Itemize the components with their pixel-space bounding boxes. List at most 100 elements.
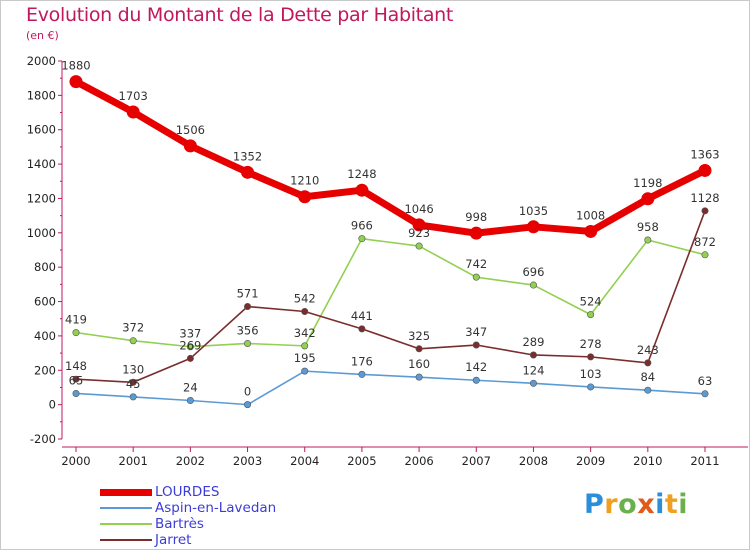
- data-label-jarret: 269: [179, 338, 201, 352]
- data-label-aspin-en-lavedan: 160: [408, 357, 430, 371]
- y-tick-label: 800: [34, 260, 56, 274]
- data-point-jarret: [129, 378, 137, 386]
- data-label-bartr-s: 337: [179, 327, 201, 341]
- data-point-aspin-en-lavedan: [129, 393, 137, 401]
- data-label-lourdes: 1198: [633, 176, 662, 190]
- data-point-bartr-s: [301, 342, 309, 350]
- data-label-lourdes: 1046: [404, 202, 433, 216]
- y-tick-label: 1000: [27, 226, 56, 240]
- data-point-aspin-en-lavedan: [186, 397, 194, 405]
- legend-label: Aspin-en-Lavedan: [155, 500, 277, 516]
- data-label-jarret: 243: [637, 343, 659, 357]
- data-point-jarret: [301, 308, 309, 316]
- data-label-bartr-s: 342: [294, 326, 316, 340]
- data-point-lourdes: [355, 183, 369, 197]
- data-point-aspin-en-lavedan: [244, 401, 252, 409]
- data-label-jarret: 148: [65, 359, 87, 373]
- data-label-aspin-en-lavedan: 195: [294, 351, 316, 365]
- logo-letter: o: [618, 489, 638, 520]
- data-label-bartr-s: 356: [237, 323, 259, 337]
- data-point-lourdes: [412, 218, 426, 232]
- data-point-bartr-s: [472, 273, 480, 281]
- y-tick-label: -200: [30, 432, 56, 446]
- data-point-bartr-s: [529, 281, 537, 289]
- series-line-lourdes: [74, 78, 707, 237]
- data-label-jarret: 441: [351, 309, 373, 323]
- x-tick-label: 2011: [690, 454, 719, 468]
- data-point-lourdes: [183, 139, 197, 153]
- data-label-jarret: 130: [122, 362, 144, 376]
- y-tick-label: 0: [49, 398, 56, 412]
- data-label-aspin-en-lavedan: 124: [522, 363, 544, 377]
- data-point-aspin-en-lavedan: [472, 376, 480, 384]
- data-point-jarret: [186, 354, 194, 362]
- data-point-bartr-s: [358, 235, 366, 243]
- x-tick-label: 2000: [61, 454, 90, 468]
- series-line-bartr-s: [75, 237, 706, 348]
- data-point-lourdes: [584, 224, 598, 238]
- data-point-bartr-s: [415, 242, 423, 250]
- legend-item-bartr-s: Bartrès: [100, 516, 276, 532]
- data-label-jarret: 278: [580, 337, 602, 351]
- data-label-aspin-en-lavedan: 63: [698, 374, 713, 388]
- y-tick-label: 1400: [27, 157, 56, 171]
- legend-item-aspin-en-lavedan: Aspin-en-Lavedan: [100, 500, 276, 516]
- data-label-bartr-s: 958: [637, 220, 659, 234]
- proxiti-logo: Proxiti: [584, 489, 688, 520]
- y-tick-label: 1800: [27, 88, 56, 102]
- data-point-lourdes: [698, 163, 712, 177]
- data-label-lourdes: 1248: [347, 167, 376, 181]
- legend-swatch: [100, 523, 152, 525]
- x-tick-label: 2001: [119, 454, 148, 468]
- data-point-lourdes: [469, 226, 483, 240]
- data-point-lourdes: [298, 190, 312, 204]
- data-label-aspin-en-lavedan: 176: [351, 354, 373, 368]
- data-point-bartr-s: [129, 337, 137, 345]
- series-line-aspin-en-lavedan: [75, 370, 706, 406]
- data-label-bartr-s: 742: [465, 257, 487, 271]
- data-point-aspin-en-lavedan: [415, 373, 423, 381]
- data-point-jarret: [244, 303, 252, 311]
- x-tick-label: 2008: [519, 454, 548, 468]
- chart-subtitle: (en €): [26, 29, 59, 42]
- data-point-aspin-en-lavedan: [358, 370, 366, 378]
- y-tick-label: 2000: [27, 54, 56, 68]
- y-tick-label: 1600: [27, 123, 56, 137]
- x-tick-label: 2005: [347, 454, 376, 468]
- data-point-lourdes: [241, 165, 255, 179]
- data-label-aspin-en-lavedan: 0: [244, 385, 251, 399]
- y-tick-label: 600: [34, 295, 56, 309]
- data-label-aspin-en-lavedan: 84: [640, 370, 655, 384]
- data-label-jarret: 542: [294, 292, 316, 306]
- y-tick-label: 200: [34, 363, 56, 377]
- data-label-aspin-en-lavedan: 65: [69, 373, 84, 387]
- series-line-jarret: [75, 210, 706, 384]
- data-point-aspin-en-lavedan: [72, 389, 80, 397]
- data-point-bartr-s: [587, 311, 595, 319]
- data-label-bartr-s: 524: [580, 295, 602, 309]
- logo-letter: t: [664, 489, 679, 520]
- data-label-lourdes: 1352: [233, 149, 262, 163]
- data-point-aspin-en-lavedan: [529, 379, 537, 387]
- data-point-lourdes: [526, 220, 540, 234]
- data-label-lourdes: 1363: [690, 147, 719, 161]
- axes: -200020040060080010001200140016001800200…: [27, 54, 748, 468]
- data-point-bartr-s: [701, 251, 709, 259]
- logo-letter: P: [584, 489, 605, 520]
- series-lines: [69, 75, 712, 409]
- data-point-jarret: [587, 353, 595, 361]
- x-tick-label: 2006: [404, 454, 433, 468]
- data-point-aspin-en-lavedan: [301, 367, 309, 375]
- data-point-lourdes: [126, 105, 140, 119]
- data-point-aspin-en-lavedan: [701, 390, 709, 398]
- x-tick-label: 2007: [462, 454, 491, 468]
- data-label-bartr-s: 923: [408, 226, 430, 240]
- data-label-jarret: 1128: [690, 191, 719, 205]
- data-point-jarret: [415, 345, 423, 353]
- data-label-lourdes: 1008: [576, 208, 605, 222]
- data-point-bartr-s: [644, 236, 652, 244]
- x-tick-label: 2010: [633, 454, 662, 468]
- data-point-jarret: [701, 207, 709, 215]
